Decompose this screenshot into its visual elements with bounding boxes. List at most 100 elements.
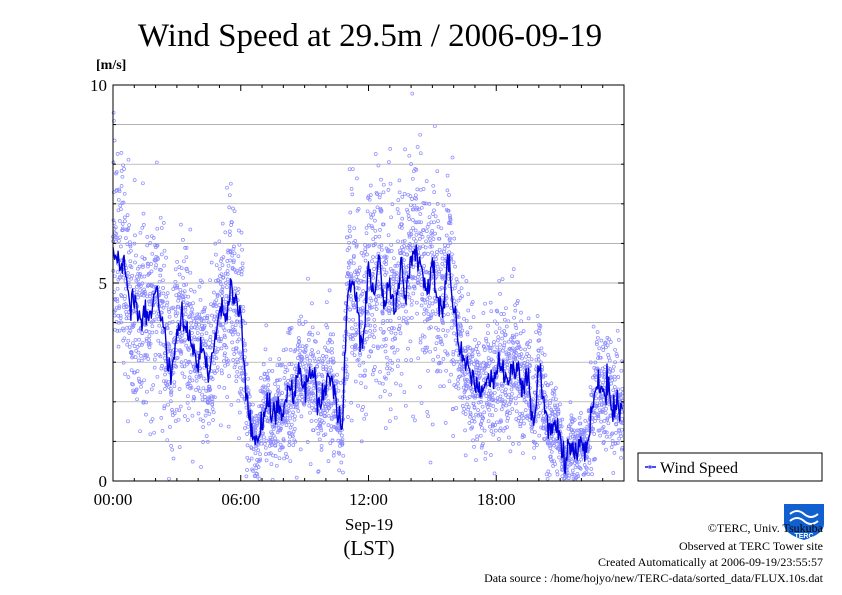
data-point <box>266 383 271 388</box>
data-point <box>476 400 481 405</box>
data-point <box>132 321 137 326</box>
data-point <box>316 469 321 474</box>
data-point <box>128 259 133 264</box>
data-point <box>374 307 379 311</box>
data-point <box>363 250 368 254</box>
data-point <box>468 325 473 330</box>
data-point <box>147 345 152 350</box>
data-point <box>464 318 469 323</box>
data-point <box>554 397 558 402</box>
data-point <box>504 324 509 329</box>
data-point <box>261 398 266 403</box>
data-point <box>399 293 404 297</box>
x-tick-label: 00:00 <box>94 490 133 509</box>
data-point <box>441 203 446 208</box>
data-point <box>135 369 140 373</box>
data-point <box>528 339 533 343</box>
data-point <box>329 403 333 408</box>
data-point <box>521 416 526 420</box>
data-point <box>160 429 165 433</box>
data-point <box>424 239 428 244</box>
data-point <box>485 402 489 407</box>
data-point <box>397 190 402 195</box>
data-point <box>487 361 492 366</box>
data-point <box>421 187 426 191</box>
data-point <box>412 203 417 208</box>
data-point <box>592 410 597 415</box>
data-point <box>525 352 530 356</box>
data-point <box>391 345 395 350</box>
data-point <box>513 396 518 401</box>
data-point <box>385 362 390 367</box>
data-point <box>176 295 181 300</box>
data-point <box>219 272 224 277</box>
data-point <box>139 381 144 385</box>
data-point <box>232 209 237 214</box>
data-point <box>330 350 334 355</box>
data-point <box>500 336 504 341</box>
data-point <box>122 215 127 220</box>
data-point <box>438 267 443 272</box>
data-point <box>299 392 304 397</box>
data-point <box>389 274 393 279</box>
data-point <box>504 412 509 417</box>
data-point <box>215 310 220 314</box>
data-point <box>547 405 552 410</box>
data-point <box>276 378 280 383</box>
data-point <box>259 438 264 443</box>
data-point <box>182 364 187 369</box>
data-point <box>480 443 485 448</box>
data-point <box>367 304 372 309</box>
data-point <box>390 367 394 372</box>
data-point <box>385 319 390 323</box>
data-point <box>364 337 369 341</box>
data-point <box>507 435 511 440</box>
data-point <box>419 303 424 308</box>
data-point <box>498 426 503 431</box>
data-point <box>238 365 242 370</box>
data-point <box>156 338 161 343</box>
data-point <box>287 362 292 366</box>
data-point <box>604 406 609 411</box>
data-point <box>291 410 295 415</box>
data-point <box>358 353 363 357</box>
data-point <box>337 451 342 456</box>
data-point <box>190 413 195 418</box>
data-point <box>279 426 283 431</box>
data-point <box>500 398 505 402</box>
data-point <box>165 438 170 443</box>
data-point <box>374 378 379 383</box>
data-point <box>200 332 204 337</box>
data-point <box>119 320 123 325</box>
data-point <box>131 324 136 329</box>
data-point <box>360 292 364 297</box>
data-point <box>423 345 428 350</box>
data-point <box>367 197 372 202</box>
data-point <box>149 262 153 266</box>
data-point <box>400 216 405 221</box>
data-point <box>435 169 440 174</box>
data-point <box>167 310 172 314</box>
data-point <box>422 334 427 339</box>
data-point <box>569 461 574 466</box>
data-point <box>214 278 218 283</box>
data-point <box>387 160 391 164</box>
data-point <box>369 224 374 229</box>
data-point <box>181 238 185 242</box>
data-point <box>389 243 394 247</box>
data-point <box>267 444 272 448</box>
data-point <box>221 322 225 326</box>
data-point <box>439 360 443 365</box>
data-point <box>335 372 339 377</box>
data-point <box>451 260 456 265</box>
data-point <box>145 353 149 358</box>
data-point <box>480 366 485 371</box>
data-point <box>460 369 465 374</box>
data-point <box>245 468 249 472</box>
data-point <box>213 371 217 375</box>
data-point <box>186 418 190 422</box>
data-point <box>296 343 300 347</box>
data-point <box>230 332 235 337</box>
data-point <box>612 451 617 455</box>
data-point <box>188 370 193 374</box>
